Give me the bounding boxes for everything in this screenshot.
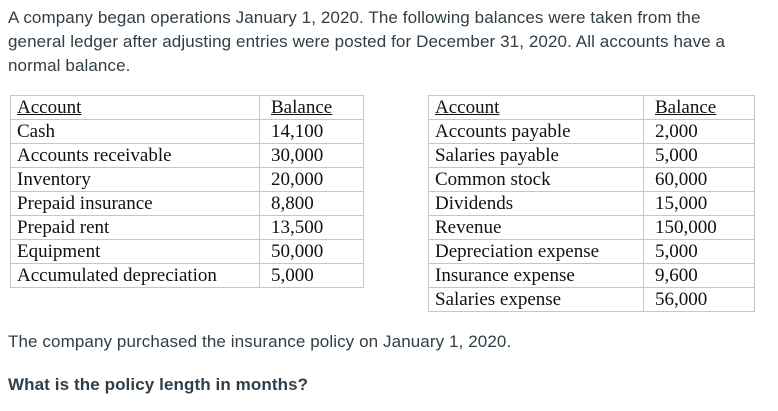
column-header-balance: Balance (259, 95, 364, 120)
account-cell: Accumulated depreciation (10, 263, 260, 288)
balance-cell: 15,000 (643, 191, 755, 216)
account-cell: Salaries payable (428, 143, 644, 168)
balance-cell: 13,500 (259, 215, 364, 240)
table-row: Revenue 150,000 (428, 215, 755, 240)
table-row: Equipment 50,000 (10, 239, 364, 264)
debit-balances-table: Account Balance Cash 14,100 Accounts receiva… (10, 95, 364, 288)
credit-balances-table: Account Balance Accounts payable 2,000 Salar… (428, 95, 755, 312)
table-row: Accumulated depreciation 5,000 (10, 263, 364, 288)
column-header-account: Account (10, 95, 260, 120)
column-header-balance: Balance (643, 95, 755, 120)
account-cell: Common stock (428, 167, 644, 192)
account-cell: Equipment (10, 239, 260, 264)
balance-cell: 20,000 (259, 167, 364, 192)
table-row: Salaries payable 5,000 (428, 143, 755, 168)
table-header-row: Account Balance (10, 95, 364, 120)
account-cell: Cash (10, 119, 260, 144)
balance-cell: 5,000 (643, 143, 755, 168)
account-cell: Accounts payable (428, 119, 644, 144)
balance-cell: 8,800 (259, 191, 364, 216)
table-row: Common stock 60,000 (428, 167, 755, 192)
table-row: Inventory 20,000 (10, 167, 364, 192)
balances-tables-row: Account Balance Cash 14,100 Accounts receiva… (10, 95, 770, 312)
table-row: Prepaid rent 13,500 (10, 215, 364, 240)
balance-cell: 60,000 (643, 167, 755, 192)
table-header-row: Account Balance (428, 95, 755, 120)
table-row: Prepaid insurance 8,800 (10, 191, 364, 216)
column-header-account: Account (428, 95, 644, 120)
balance-cell: 2,000 (643, 119, 755, 144)
table-row: Insurance expense 9,600 (428, 263, 755, 288)
account-cell: Salaries expense (428, 287, 644, 312)
account-cell: Insurance expense (428, 263, 644, 288)
account-cell: Inventory (10, 167, 260, 192)
balance-cell: 50,000 (259, 239, 364, 264)
account-cell: Prepaid rent (10, 215, 260, 240)
table-row: Salaries expense 56,000 (428, 287, 755, 312)
balance-cell: 30,000 (259, 143, 364, 168)
balance-cell: 14,100 (259, 119, 364, 144)
account-cell: Depreciation expense (428, 239, 644, 264)
balance-cell: 56,000 (643, 287, 755, 312)
table-row: Accounts receivable 30,000 (10, 143, 364, 168)
table-row: Dividends 15,000 (428, 191, 755, 216)
account-cell: Revenue (428, 215, 644, 240)
balance-cell: 9,600 (643, 263, 755, 288)
balance-cell: 5,000 (259, 263, 364, 288)
table-row: Depreciation expense 5,000 (428, 239, 755, 264)
question-text: What is the policy length in months? (8, 375, 309, 394)
account-cell: Dividends (428, 191, 644, 216)
intro-paragraph: A company began operations January 1, 20… (8, 8, 726, 75)
balance-cell: 5,000 (643, 239, 755, 264)
insurance-purchase-note: The company purchased the insurance poli… (8, 332, 512, 351)
account-cell: Accounts receivable (10, 143, 260, 168)
account-cell: Prepaid insurance (10, 191, 260, 216)
balance-cell: 150,000 (643, 215, 755, 240)
table-row: Cash 14,100 (10, 119, 364, 144)
table-row: Accounts payable 2,000 (428, 119, 755, 144)
